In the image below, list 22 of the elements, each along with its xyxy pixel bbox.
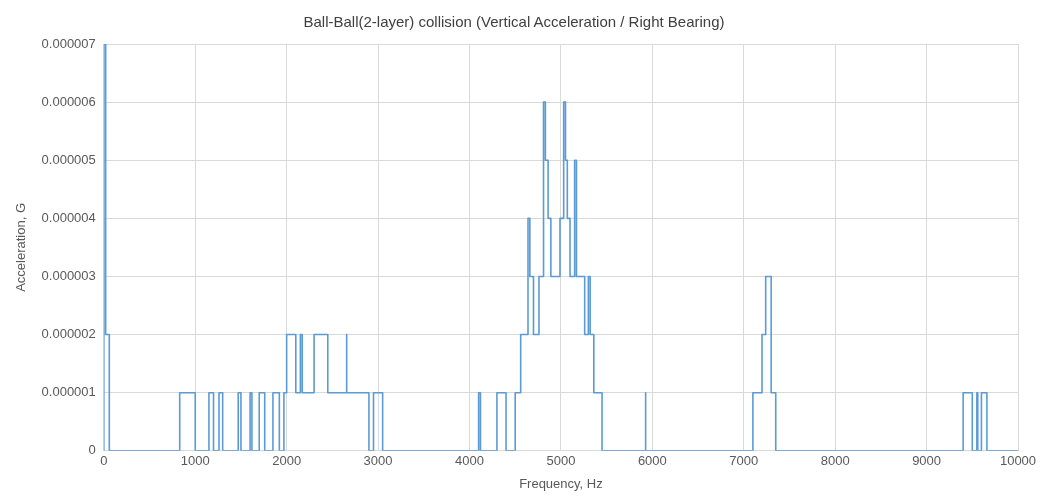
x-tick-label: 8000 [820,453,850,469]
x-axis-title: Frequency, Hz [519,475,603,491]
y-tick-label: 0.000002 [41,326,96,342]
x-tick-label: 6000 [637,453,667,469]
x-tick-label: 5000 [546,453,576,469]
x-tick-label: 2000 [272,453,302,469]
x-tick-label: 9000 [912,453,942,469]
x-tick-label: 7000 [729,453,759,469]
y-tick-label: 0.000001 [41,384,96,400]
y-tick-label: 0.000005 [41,151,96,167]
x-tick-label: 1000 [180,453,210,469]
y-tick-label: 0.000003 [41,268,96,284]
x-tick-label: 4000 [455,453,484,469]
y-axis-title: Acceleration, G [13,202,29,292]
x-tick-label: 10000 [999,453,1037,469]
y-tick-label: 0 [88,442,96,458]
x-tick-label: 3000 [363,453,393,469]
x-tick-label: 0 [100,453,108,469]
chart-title: Ball-Ball(2-layer) collision (Vertical Acceleration / Right Bearing) [303,13,725,31]
y-tick-label: 0.000006 [41,93,96,109]
y-tick-label: 0.000007 [41,35,96,51]
y-tick-label: 0.000004 [41,209,96,225]
